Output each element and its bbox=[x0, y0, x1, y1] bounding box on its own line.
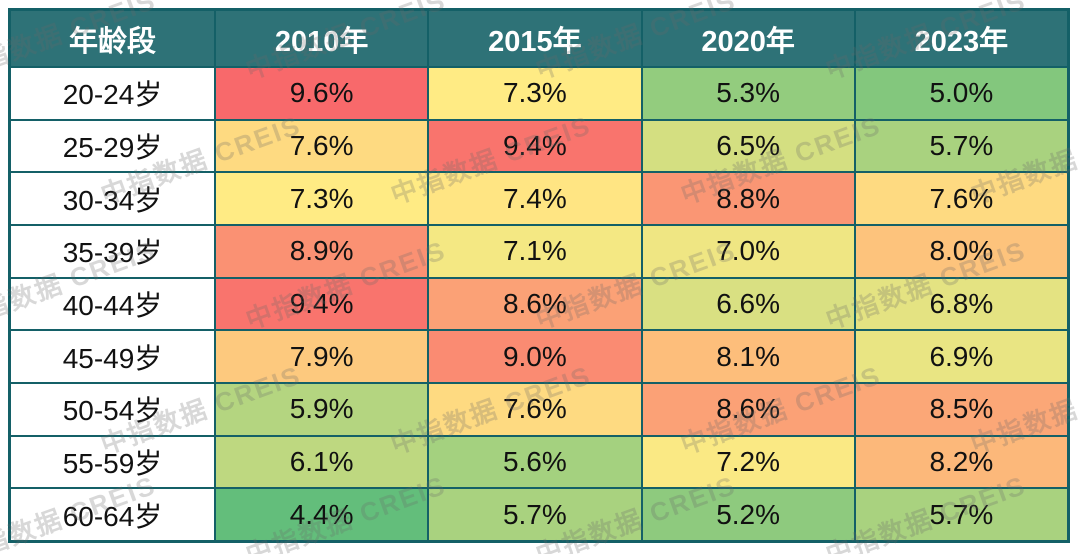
heatmap-cell: 8.5% bbox=[855, 384, 1067, 435]
heatmap-cell: 9.4% bbox=[429, 120, 641, 172]
heatmap-cell: 9.4% bbox=[216, 278, 428, 330]
heatmap-cell: 7.2% bbox=[642, 436, 854, 488]
heatmap-cell: 5.7% bbox=[855, 489, 1067, 540]
heatmap-cell: 5.7% bbox=[429, 489, 641, 540]
heatmap-cell: 6.1% bbox=[216, 436, 428, 488]
heatmap-cell: 8.8% bbox=[642, 173, 854, 224]
heatmap-cell: 8.9% bbox=[216, 226, 428, 277]
heatmap-cell: 7.3% bbox=[216, 173, 428, 224]
heatmap-cell: 9.6% bbox=[216, 68, 428, 119]
heatmap-cell: 8.0% bbox=[855, 226, 1067, 277]
heatmap-cell: 5.6% bbox=[429, 436, 641, 488]
heatmap-cell: 6.6% bbox=[642, 278, 854, 330]
column-header-2020: 2020年 bbox=[642, 11, 854, 66]
heatmap-cell: 5.3% bbox=[642, 68, 854, 119]
heatmap-cell: 6.8% bbox=[855, 278, 1067, 330]
heatmap-cell: 8.6% bbox=[642, 384, 854, 435]
heatmap-cell: 5.0% bbox=[855, 68, 1067, 119]
row-label: 20-24岁 bbox=[11, 68, 214, 119]
heatmap-cell: 4.4% bbox=[216, 489, 428, 540]
heatmap-cell: 7.6% bbox=[429, 384, 641, 435]
heatmap-cell: 7.4% bbox=[429, 173, 641, 224]
heatmap-cell: 7.6% bbox=[216, 120, 428, 172]
column-header-age-group: 年龄段 bbox=[11, 11, 214, 66]
heatmap-cell: 7.9% bbox=[216, 331, 428, 382]
heatmap-cell: 9.0% bbox=[429, 331, 641, 382]
heatmap-cell: 8.6% bbox=[429, 278, 641, 330]
row-label: 25-29岁 bbox=[11, 120, 214, 172]
column-header-2023: 2023年 bbox=[855, 11, 1067, 66]
heatmap-cell: 5.2% bbox=[642, 489, 854, 540]
row-label: 45-49岁 bbox=[11, 331, 214, 382]
heatmap-cell: 8.1% bbox=[642, 331, 854, 382]
heatmap-cell: 8.2% bbox=[855, 436, 1067, 488]
row-label: 30-34岁 bbox=[11, 173, 214, 224]
heatmap-cell: 5.9% bbox=[216, 384, 428, 435]
heatmap-cell: 6.5% bbox=[642, 120, 854, 172]
column-header-2010: 2010年 bbox=[216, 11, 428, 66]
row-label: 35-39岁 bbox=[11, 226, 214, 277]
heatmap-cell: 7.1% bbox=[429, 226, 641, 277]
heatmap-table: 年龄段 2010年 2015年 2020年 2023年 20-24岁 9.6% 7.… bbox=[8, 8, 1070, 543]
heatmap-cell: 7.6% bbox=[855, 173, 1067, 224]
row-label: 60-64岁 bbox=[11, 489, 214, 540]
row-label: 50-54岁 bbox=[11, 384, 214, 435]
heatmap-cell: 6.9% bbox=[855, 331, 1067, 382]
heatmap-cell: 7.0% bbox=[642, 226, 854, 277]
heatmap-cell: 5.7% bbox=[855, 120, 1067, 172]
column-header-2015: 2015年 bbox=[429, 11, 641, 66]
row-label: 55-59岁 bbox=[11, 436, 214, 488]
heatmap-cell: 7.3% bbox=[429, 68, 641, 119]
row-label: 40-44岁 bbox=[11, 278, 214, 330]
